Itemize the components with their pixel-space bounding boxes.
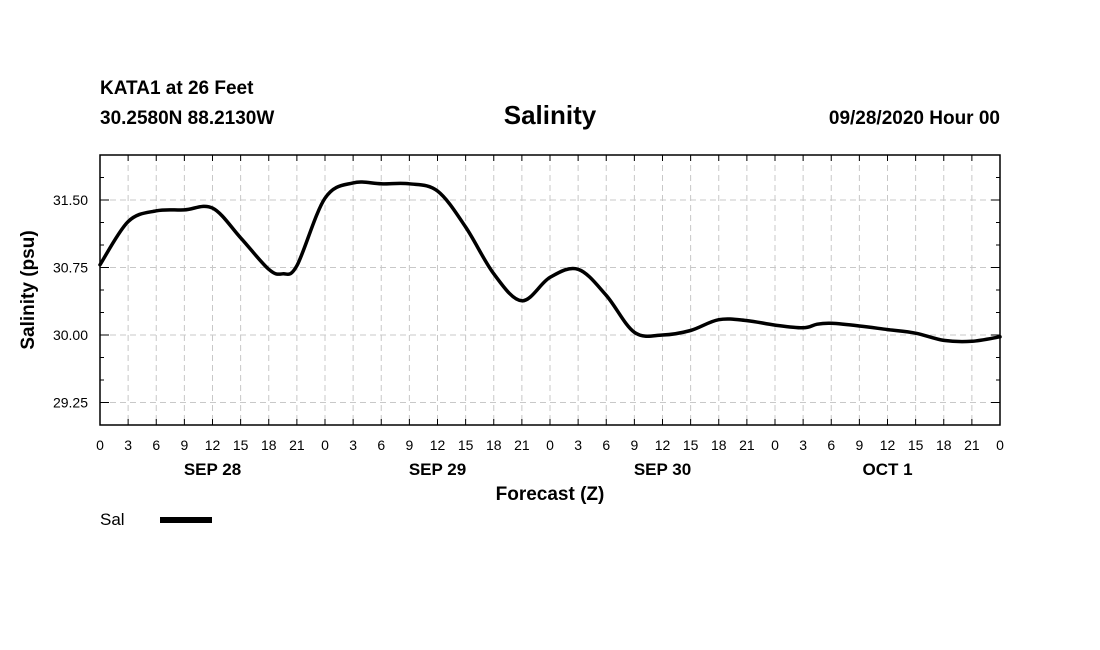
x-tick-label: 21: [964, 437, 980, 453]
x-tick-label: 6: [827, 437, 835, 453]
x-tick-label: 3: [799, 437, 807, 453]
x-tick-label: 12: [205, 437, 221, 453]
x-tick-label: 15: [458, 437, 474, 453]
x-tick-label: 21: [739, 437, 755, 453]
legend: Sal: [100, 510, 212, 529]
x-tick-label: 0: [771, 437, 779, 453]
day-label: OCT 1: [862, 460, 912, 479]
x-tick-label: 6: [377, 437, 385, 453]
x-tick-labels: 0 3 6 9 12 15 18 21 0 3 6 9 12 15 18 21 0 3 6 9 12 15 18 21 0 3 6 9…: [96, 437, 1004, 453]
y-tick-labels: 29.25 30.00 30.75 31.50: [53, 192, 88, 411]
chart-title: Salinity: [504, 100, 597, 130]
day-label: SEP 29: [409, 460, 466, 479]
x-tick-label: 12: [880, 437, 896, 453]
x-tick-label: 0: [96, 437, 104, 453]
y-tick-label: 29.25: [53, 395, 88, 411]
day-label: SEP 30: [634, 460, 691, 479]
x-tick-label: 21: [289, 437, 305, 453]
x-tick-label: 0: [996, 437, 1004, 453]
y-tick-label: 30.00: [53, 327, 88, 343]
grid: [100, 155, 1000, 425]
x-tick-label: 3: [574, 437, 582, 453]
x-tick-label: 9: [855, 437, 863, 453]
y-tick-label: 30.75: [53, 260, 88, 276]
y-axis-title: Salinity (psu): [18, 230, 39, 349]
coordinates-label: 30.2580N 88.2130W: [100, 108, 274, 129]
y-tick-label: 31.50: [53, 192, 88, 208]
x-tick-label: 12: [430, 437, 446, 453]
x-tick-label: 15: [908, 437, 924, 453]
x-tick-label: 18: [711, 437, 727, 453]
legend-label-sal: Sal: [100, 510, 125, 529]
series-layer: [98, 180, 1002, 344]
station-label: KATA1 at 26 Feet: [100, 78, 254, 99]
x-tick-label: 0: [546, 437, 554, 453]
x-axis-title: Forecast (Z): [496, 484, 605, 505]
x-tick-label: 9: [405, 437, 413, 453]
x-tick-label: 12: [655, 437, 671, 453]
x-tick-label: 0: [321, 437, 329, 453]
x-tick-label: 18: [936, 437, 952, 453]
x-tick-label: 18: [486, 437, 502, 453]
x-tick-label: 9: [180, 437, 188, 453]
x-tick-label: 3: [349, 437, 357, 453]
day-labels: SEP 28 SEP 29 SEP 30 OCT 1: [184, 460, 913, 479]
x-tick-label: 21: [514, 437, 530, 453]
x-tick-label: 18: [261, 437, 277, 453]
day-label: SEP 28: [184, 460, 241, 479]
axis-ticks: [99, 154, 1001, 426]
x-tick-label: 6: [602, 437, 610, 453]
series-line-sal: [98, 180, 1002, 344]
x-tick-label: 9: [630, 437, 638, 453]
x-tick-label: 6: [152, 437, 160, 453]
forecast-timestamp: 09/28/2020 Hour 00: [829, 108, 1000, 129]
x-tick-label: 15: [233, 437, 249, 453]
x-tick-label: 3: [124, 437, 132, 453]
x-tick-label: 15: [683, 437, 699, 453]
